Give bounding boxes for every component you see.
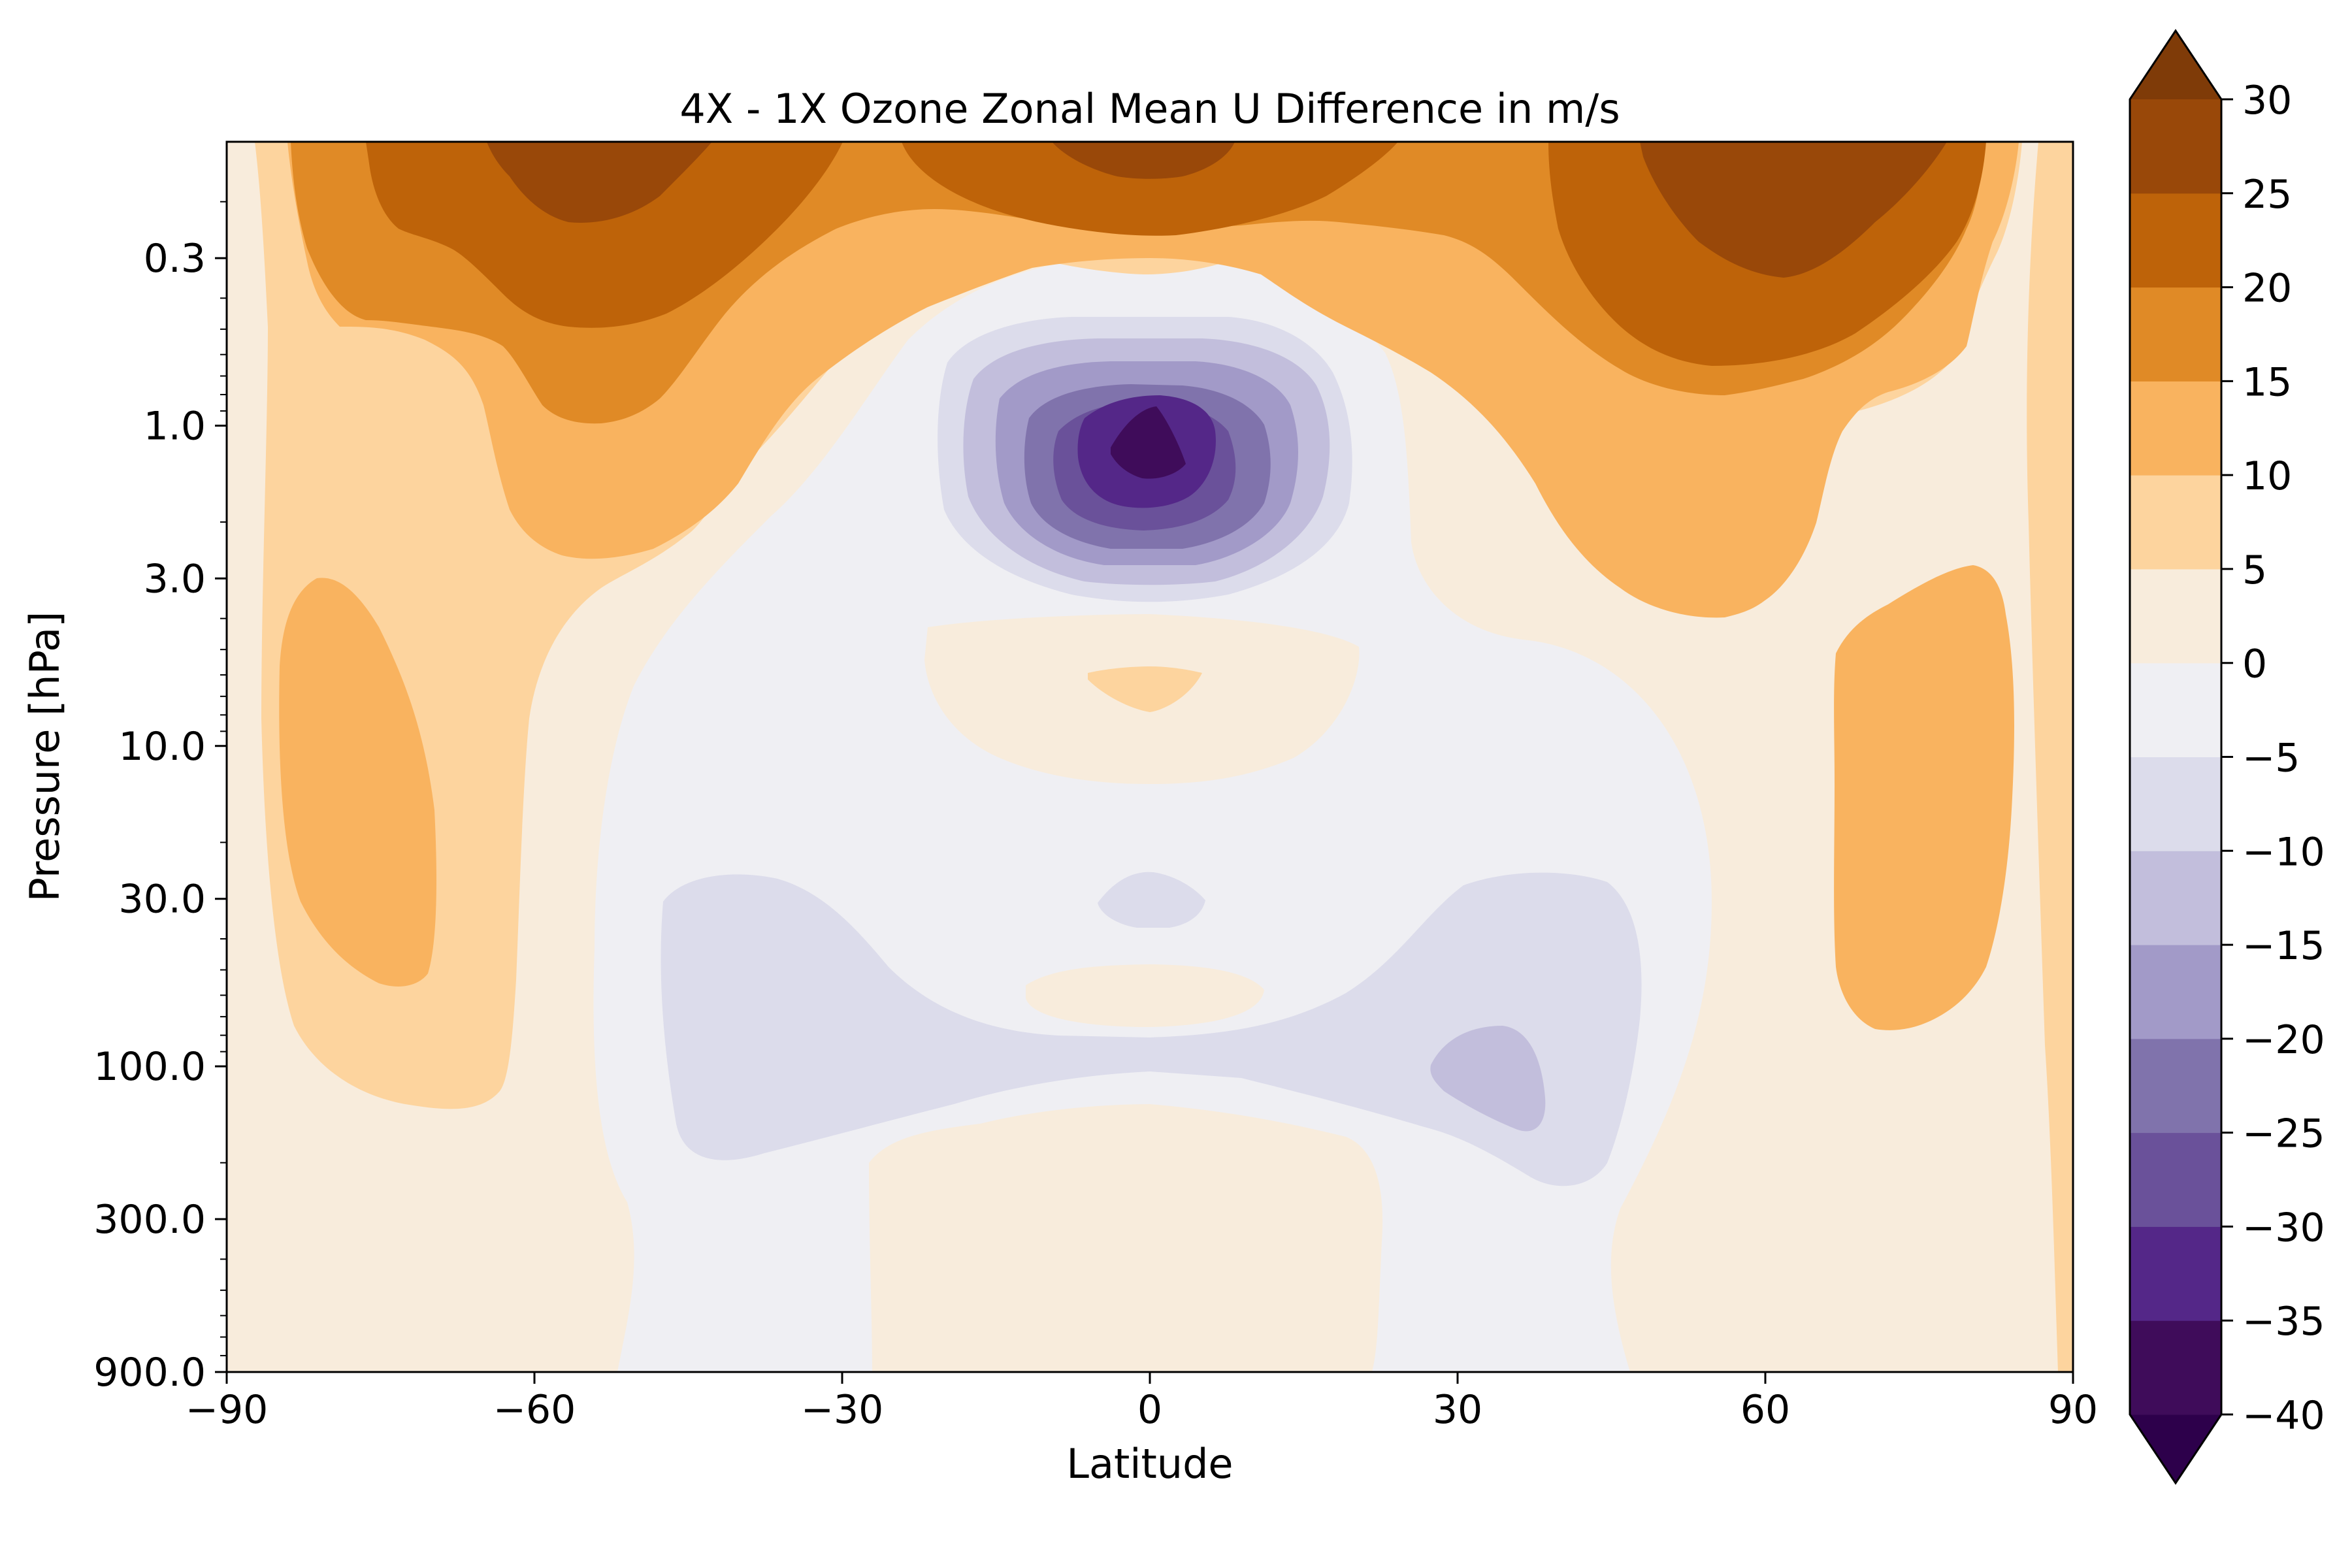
colorbar-tick-label: 5 xyxy=(2242,547,2267,593)
x-tick-label: 0 xyxy=(1137,1387,1162,1433)
contour-band-20-25 xyxy=(366,142,843,328)
colorbar-band xyxy=(2130,945,2221,1039)
x-axis: −90 −60 −30 0 30 60 90 xyxy=(186,1372,2098,1433)
x-tick-label: 30 xyxy=(1433,1387,1482,1433)
x-tick-label: −60 xyxy=(493,1387,576,1433)
colorbar-tick-label: −15 xyxy=(2242,923,2325,969)
colorbar-band xyxy=(2130,568,2221,664)
contour-band-5-10 xyxy=(1088,666,1202,712)
colorbar-tick-label: 25 xyxy=(2242,172,2292,218)
colorbar-band xyxy=(2130,1320,2221,1415)
colorbar-band xyxy=(2130,1038,2221,1134)
colorbar-tick-label: −10 xyxy=(2242,829,2325,875)
colorbar-extend-max xyxy=(2130,31,2221,99)
contour-band-10-15 xyxy=(279,578,436,987)
colorbar-band xyxy=(2130,99,2221,194)
colorbar-tick-label: 20 xyxy=(2242,266,2292,312)
contour-band-10-15 xyxy=(1834,565,2014,1030)
colorbar: −40 −35 −30 −25 −20 −15 −10 −5 0 5 10 15 20 25 30 xyxy=(2129,29,2325,1485)
contour-band-25-30 xyxy=(487,142,712,223)
y-tick-label: 900.0 xyxy=(93,1350,206,1396)
y-tick-label: 100.0 xyxy=(93,1044,206,1090)
colorbar-tick-label: −30 xyxy=(2242,1205,2325,1250)
y-tick-label: 0.3 xyxy=(144,236,206,282)
contour-band-0-5 xyxy=(1026,964,1264,1027)
colorbar-band xyxy=(2130,851,2221,945)
contour-band-25-30 xyxy=(1052,142,1235,179)
contour-field xyxy=(227,142,2073,1372)
colorbar-band xyxy=(2130,662,2221,757)
colorbar-band xyxy=(2130,193,2221,288)
colorbar-tick-label: −20 xyxy=(2242,1017,2325,1063)
contour-band-neg10-neg5 xyxy=(661,872,1642,1186)
y-tick-label: 30.0 xyxy=(118,877,206,923)
x-tick-label: −90 xyxy=(186,1387,269,1433)
colorbar-band xyxy=(2130,1132,2221,1227)
colorbar-band xyxy=(2130,381,2221,476)
x-axis-label: Latitude xyxy=(1066,1440,1233,1488)
colorbar-tick-label: 0 xyxy=(2242,642,2267,687)
x-tick-label: 60 xyxy=(1740,1387,1790,1433)
contour-band-0-5 xyxy=(869,1104,1383,1372)
y-tick-label: 3.0 xyxy=(144,556,206,602)
y-tick-label: 10.0 xyxy=(118,724,206,770)
y-axis: 0.3 1.0 3.0 10.0 30.0 100.0 300.0 900.0 xyxy=(93,201,227,1396)
contour-band-neg15-neg10 xyxy=(1430,1026,1546,1132)
colorbar-tick-label: −35 xyxy=(2242,1299,2325,1345)
colorbar-tick-label: 30 xyxy=(2242,78,2292,123)
colorbar-tick-label: 10 xyxy=(2242,453,2292,499)
y-tick-label: 300.0 xyxy=(93,1197,206,1243)
colorbar-tick-label: −5 xyxy=(2242,736,2300,781)
colorbar-band xyxy=(2130,757,2221,851)
colorbar-band xyxy=(2130,1226,2221,1321)
colorbar-band xyxy=(2130,287,2221,382)
colorbar-band xyxy=(2130,475,2221,570)
x-tick-label: 90 xyxy=(2048,1387,2098,1433)
contour-band-neg10-neg5 xyxy=(1098,872,1205,928)
x-tick-label: −30 xyxy=(801,1387,884,1433)
colorbar-tick-label: −25 xyxy=(2242,1111,2325,1157)
y-axis-label: Pressure [hPa] xyxy=(21,612,69,902)
contour-band-20-25 xyxy=(902,142,1398,236)
contour-band-neg40-neg35 xyxy=(1111,406,1186,479)
colorbar-extend-min xyxy=(2130,1414,2221,1483)
chart-title: 4X - 1X Ozone Zonal Mean U Difference in… xyxy=(679,85,1620,133)
colorbar-tick-label: 15 xyxy=(2242,359,2292,405)
y-tick-label: 1.0 xyxy=(144,403,206,449)
colorbar-tick-label: −40 xyxy=(2242,1393,2325,1439)
contour-band-25-30 xyxy=(1640,142,1947,278)
